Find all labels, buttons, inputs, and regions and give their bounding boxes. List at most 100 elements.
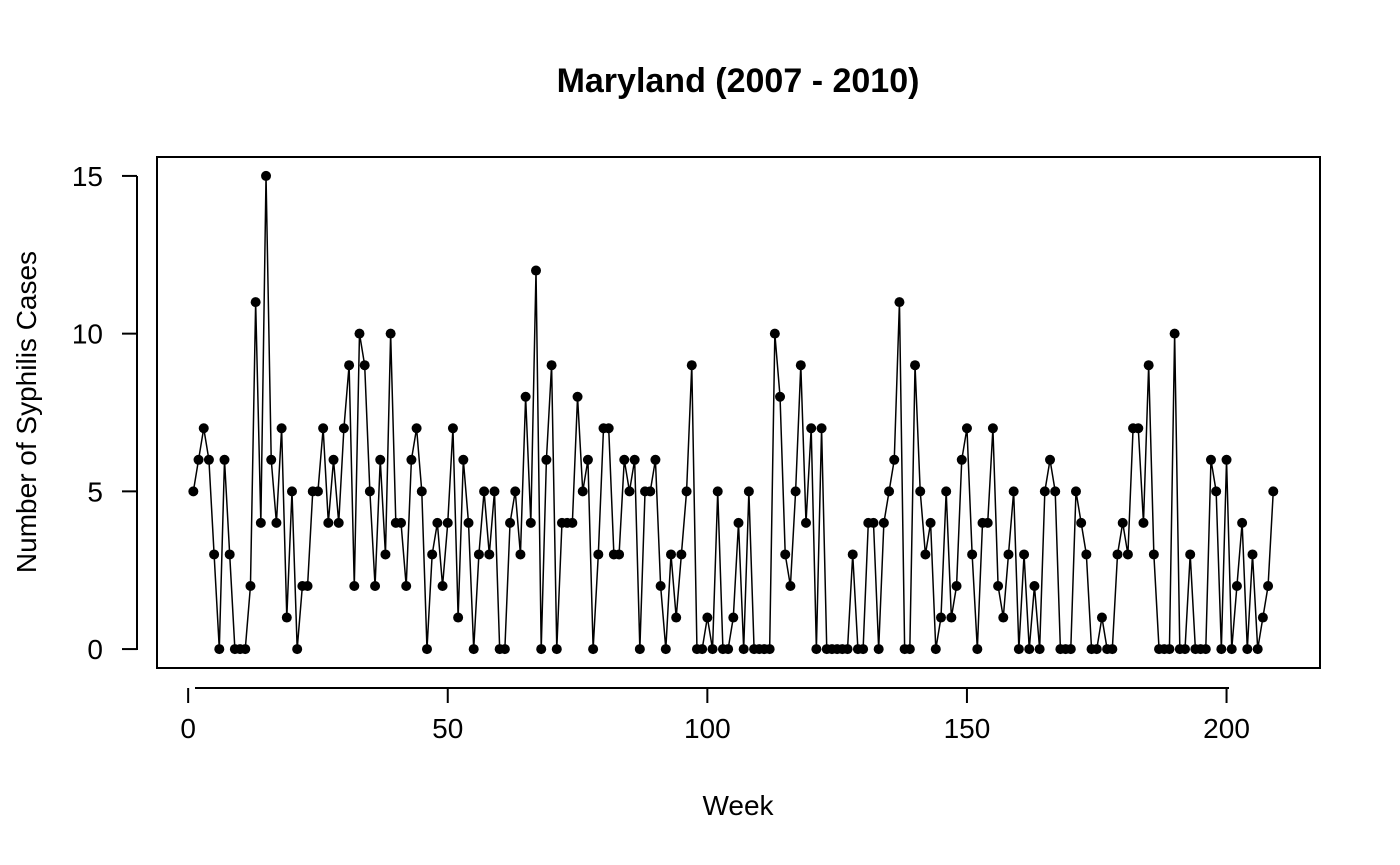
data-point [790, 486, 801, 497]
data-point [961, 423, 972, 434]
data-point [318, 423, 329, 434]
data-point [681, 486, 692, 497]
data-point [1221, 454, 1232, 465]
data-point [380, 549, 391, 560]
data-point [1133, 423, 1144, 434]
data-point [847, 549, 858, 560]
data-point [842, 644, 853, 655]
data-point [660, 644, 671, 655]
data-point [525, 517, 536, 528]
data-point [1013, 644, 1024, 655]
data-point [473, 549, 484, 560]
data-point [328, 454, 339, 465]
data-point [1034, 644, 1045, 655]
data-point [338, 423, 349, 434]
data-point [686, 360, 697, 371]
data-point [463, 517, 474, 528]
data-point [1029, 580, 1040, 591]
data-point [364, 486, 375, 497]
data-point [484, 549, 495, 560]
data-point [536, 644, 547, 655]
y-tick-label: 0 [87, 634, 103, 665]
data-point [593, 549, 604, 560]
data-point [499, 644, 510, 655]
data-point [998, 612, 1009, 623]
data-point [795, 360, 806, 371]
data-point [245, 580, 256, 591]
data-point [1107, 644, 1118, 655]
data-point [946, 612, 957, 623]
data-point [432, 517, 443, 528]
data-point [401, 580, 412, 591]
data-point [271, 517, 282, 528]
data-point [370, 580, 381, 591]
data-point [769, 328, 780, 339]
data-point [1122, 549, 1133, 560]
data-point [723, 644, 734, 655]
y-axis-label: Number of Syphilis Cases [11, 251, 42, 573]
data-point [302, 580, 313, 591]
data-point [240, 644, 251, 655]
data-point [312, 486, 323, 497]
data-point [1050, 486, 1061, 497]
data-point [250, 297, 261, 308]
data-point [1143, 360, 1154, 371]
data-point [650, 454, 661, 465]
data-point [396, 517, 407, 528]
data-point [614, 549, 625, 560]
data-point [1257, 612, 1268, 623]
data-point [930, 644, 941, 655]
x-tick-label: 150 [944, 713, 991, 744]
data-point [468, 644, 479, 655]
data-point [344, 360, 355, 371]
data-point [1205, 454, 1216, 465]
data-point [935, 612, 946, 623]
data-point [359, 360, 370, 371]
data-point [624, 486, 635, 497]
x-tick-label: 50 [432, 713, 463, 744]
data-point [489, 486, 500, 497]
data-point [276, 423, 287, 434]
data-point [801, 517, 811, 528]
data-point [619, 454, 630, 465]
data-point [894, 297, 905, 308]
data-point [1112, 549, 1123, 560]
data-point [292, 644, 303, 655]
data-point [956, 454, 967, 465]
data-point [775, 391, 786, 402]
data-point [666, 549, 676, 560]
x-axis-label: Week [702, 790, 774, 821]
data-point [1076, 517, 1087, 528]
data-point [884, 486, 895, 497]
data-point [541, 454, 552, 465]
data-point [910, 360, 921, 371]
data-point [645, 486, 656, 497]
data-point [1268, 486, 1279, 497]
y-tick-label: 5 [87, 476, 103, 507]
data-point [1045, 454, 1056, 465]
data-point [349, 580, 360, 591]
data-point [1200, 644, 1211, 655]
data-point [203, 454, 214, 465]
data-point [1148, 549, 1159, 560]
data-point [520, 391, 531, 402]
data-point [411, 423, 422, 434]
data-point [920, 549, 931, 560]
data-point [925, 517, 936, 528]
data-point [1065, 644, 1076, 655]
data-point [219, 454, 230, 465]
data-point [447, 423, 458, 434]
data-point [868, 517, 879, 528]
data-point [188, 486, 199, 497]
data-point [629, 454, 640, 465]
data-point [1226, 644, 1237, 655]
data-point [1247, 549, 1258, 560]
data-point [873, 644, 884, 655]
data-point [427, 549, 438, 560]
data-point [915, 486, 926, 497]
data-point [515, 549, 526, 560]
data-point [780, 549, 791, 560]
data-point [323, 517, 334, 528]
data-point [707, 644, 718, 655]
